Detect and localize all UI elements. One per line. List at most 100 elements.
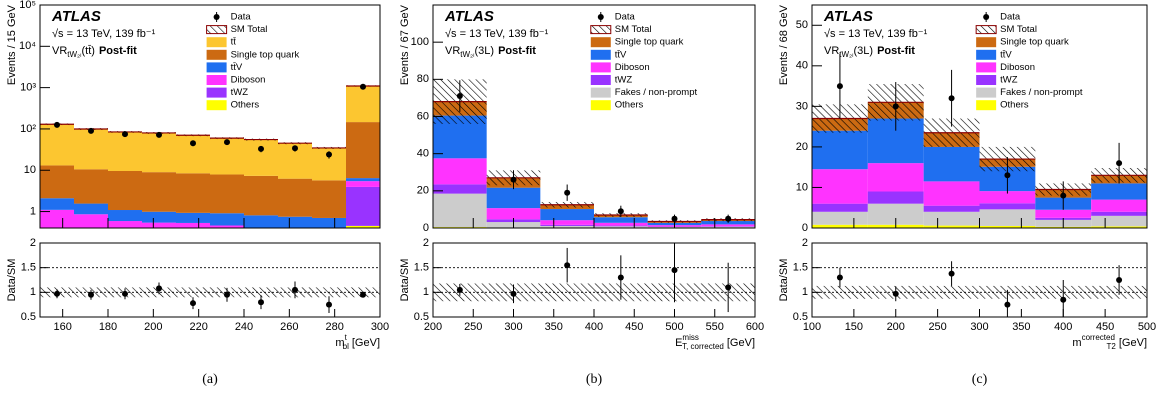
legend-label: tt̄V bbox=[1000, 49, 1012, 60]
stack-segment bbox=[979, 203, 1036, 210]
legend-label: tt̄V bbox=[231, 62, 243, 73]
x-label-unit: [GeV] bbox=[1119, 337, 1147, 349]
data-point bbox=[88, 127, 94, 134]
legend-swatch bbox=[590, 100, 611, 111]
stack-segment bbox=[867, 203, 924, 225]
ratio-point bbox=[360, 291, 366, 298]
ratio-y-axis-label: Data/SM bbox=[6, 259, 18, 302]
stack-segment bbox=[74, 214, 108, 228]
stack-segment bbox=[142, 132, 176, 173]
legend-label: Data bbox=[1000, 12, 1021, 23]
ratio-point bbox=[54, 290, 60, 297]
legend-swatch bbox=[590, 87, 611, 98]
data-point bbox=[617, 208, 624, 215]
region-main: VR bbox=[824, 45, 839, 57]
y-tick-label: 10⁴ bbox=[19, 40, 36, 52]
x-label-sub: T, corrected bbox=[682, 342, 724, 351]
legend-data-marker bbox=[983, 14, 990, 20]
stack-segment bbox=[40, 165, 74, 199]
stack-segment bbox=[74, 203, 108, 215]
legend-swatch bbox=[590, 49, 611, 60]
x-label-unit: [GeV] bbox=[352, 337, 380, 349]
stack-segment bbox=[812, 224, 868, 228]
stack-segment bbox=[1035, 209, 1092, 218]
stack-segment bbox=[210, 225, 244, 228]
ratio-y-tick-label: 1.5 bbox=[21, 262, 36, 274]
x-tick-label: 240 bbox=[235, 321, 253, 333]
legend-swatch bbox=[206, 49, 227, 60]
x-label-sub: T2 bbox=[1107, 342, 1117, 351]
ratio-y-tick-label: 0.5 bbox=[793, 311, 808, 323]
legend-swatch bbox=[976, 100, 997, 111]
data-point bbox=[1004, 172, 1011, 179]
y-tick-label: 10² bbox=[20, 123, 36, 135]
ratio-point bbox=[948, 270, 955, 277]
y-tick-label: 40 bbox=[796, 60, 808, 72]
stack-segment bbox=[346, 178, 380, 182]
stack-segment bbox=[210, 174, 244, 214]
y-tick-label: 10 bbox=[796, 181, 808, 193]
legend-label: tWZ bbox=[1000, 75, 1018, 86]
y-axis-label: Events / 15 GeV bbox=[6, 4, 18, 85]
data-point bbox=[326, 151, 332, 158]
stack-segment bbox=[176, 212, 210, 223]
legend-swatch bbox=[976, 49, 997, 60]
stack-segment bbox=[1091, 183, 1147, 200]
x-label-sup: miss bbox=[682, 333, 698, 342]
legend-label: Fakes / non-prompt bbox=[1000, 87, 1083, 98]
stack-segment bbox=[923, 225, 980, 228]
data-point bbox=[892, 103, 899, 110]
legend-total-swatch bbox=[590, 25, 612, 35]
stack-segment bbox=[594, 217, 648, 223]
legend-total-swatch bbox=[975, 25, 997, 35]
data-point bbox=[190, 140, 196, 147]
stack-segment bbox=[40, 209, 74, 228]
data-point bbox=[54, 121, 60, 128]
region-label: VRtW₂ₗ(3L) Post-fit bbox=[824, 45, 915, 59]
legend-label: Data bbox=[231, 12, 252, 23]
y-tick-label: 50 bbox=[796, 19, 808, 31]
stack-segment bbox=[176, 222, 210, 228]
ratio-point bbox=[326, 301, 332, 308]
x-tick-label: 550 bbox=[706, 321, 724, 333]
y-tick-label: 60 bbox=[417, 110, 429, 122]
x-axis-label: mt bl [GeV] bbox=[335, 333, 380, 351]
caption: (c) bbox=[972, 372, 988, 387]
stack-segment bbox=[433, 184, 487, 194]
y-tick-label: 100 bbox=[411, 36, 429, 48]
x-tick-label: 350 bbox=[1012, 321, 1030, 333]
x-axis-label: Emiss T, corrected [GeV] bbox=[675, 333, 755, 351]
region-suffix: (3L) bbox=[475, 45, 495, 57]
ratio-frame bbox=[39, 242, 381, 318]
stack-segment bbox=[540, 209, 594, 221]
x-tick-label: 300 bbox=[970, 321, 988, 333]
legend-swatch bbox=[590, 62, 611, 73]
x-label-main: m bbox=[1072, 337, 1081, 349]
x-tick-label: 200 bbox=[424, 321, 442, 333]
ratio-frame bbox=[432, 242, 756, 318]
ratio-point bbox=[1060, 296, 1067, 303]
stack-segment bbox=[701, 224, 755, 227]
stack-segment bbox=[923, 205, 980, 212]
y-tick-label: 1 bbox=[30, 205, 36, 217]
stack-segment bbox=[108, 210, 142, 222]
legend-label: tt̄ bbox=[231, 37, 237, 48]
legend-label: Single top quark bbox=[615, 37, 684, 48]
x-tick-label: 600 bbox=[746, 321, 764, 333]
y-axis-label: Events / 68 GeV bbox=[778, 4, 790, 85]
legend-swatch bbox=[206, 75, 227, 85]
stack-segment bbox=[1091, 211, 1147, 216]
energy-label: √s = 13 TeV, 139 fb⁻¹ bbox=[445, 28, 549, 40]
legend-swatch bbox=[206, 37, 227, 48]
stack-segment bbox=[701, 226, 755, 228]
atlas-label: ATLAS bbox=[51, 8, 101, 25]
stack-segment bbox=[74, 129, 108, 170]
stack-segment bbox=[346, 85, 380, 123]
x-tick-label: 260 bbox=[280, 321, 298, 333]
legend-label: SM Total bbox=[231, 24, 268, 35]
atlas-label: ATLAS bbox=[823, 8, 873, 25]
energy-label: √s = 13 TeV, 139 fb⁻¹ bbox=[52, 28, 156, 40]
stack-segment bbox=[923, 181, 980, 206]
region-sub: tW₂ₗ bbox=[460, 50, 474, 59]
y-tick-label: 30 bbox=[796, 100, 808, 112]
